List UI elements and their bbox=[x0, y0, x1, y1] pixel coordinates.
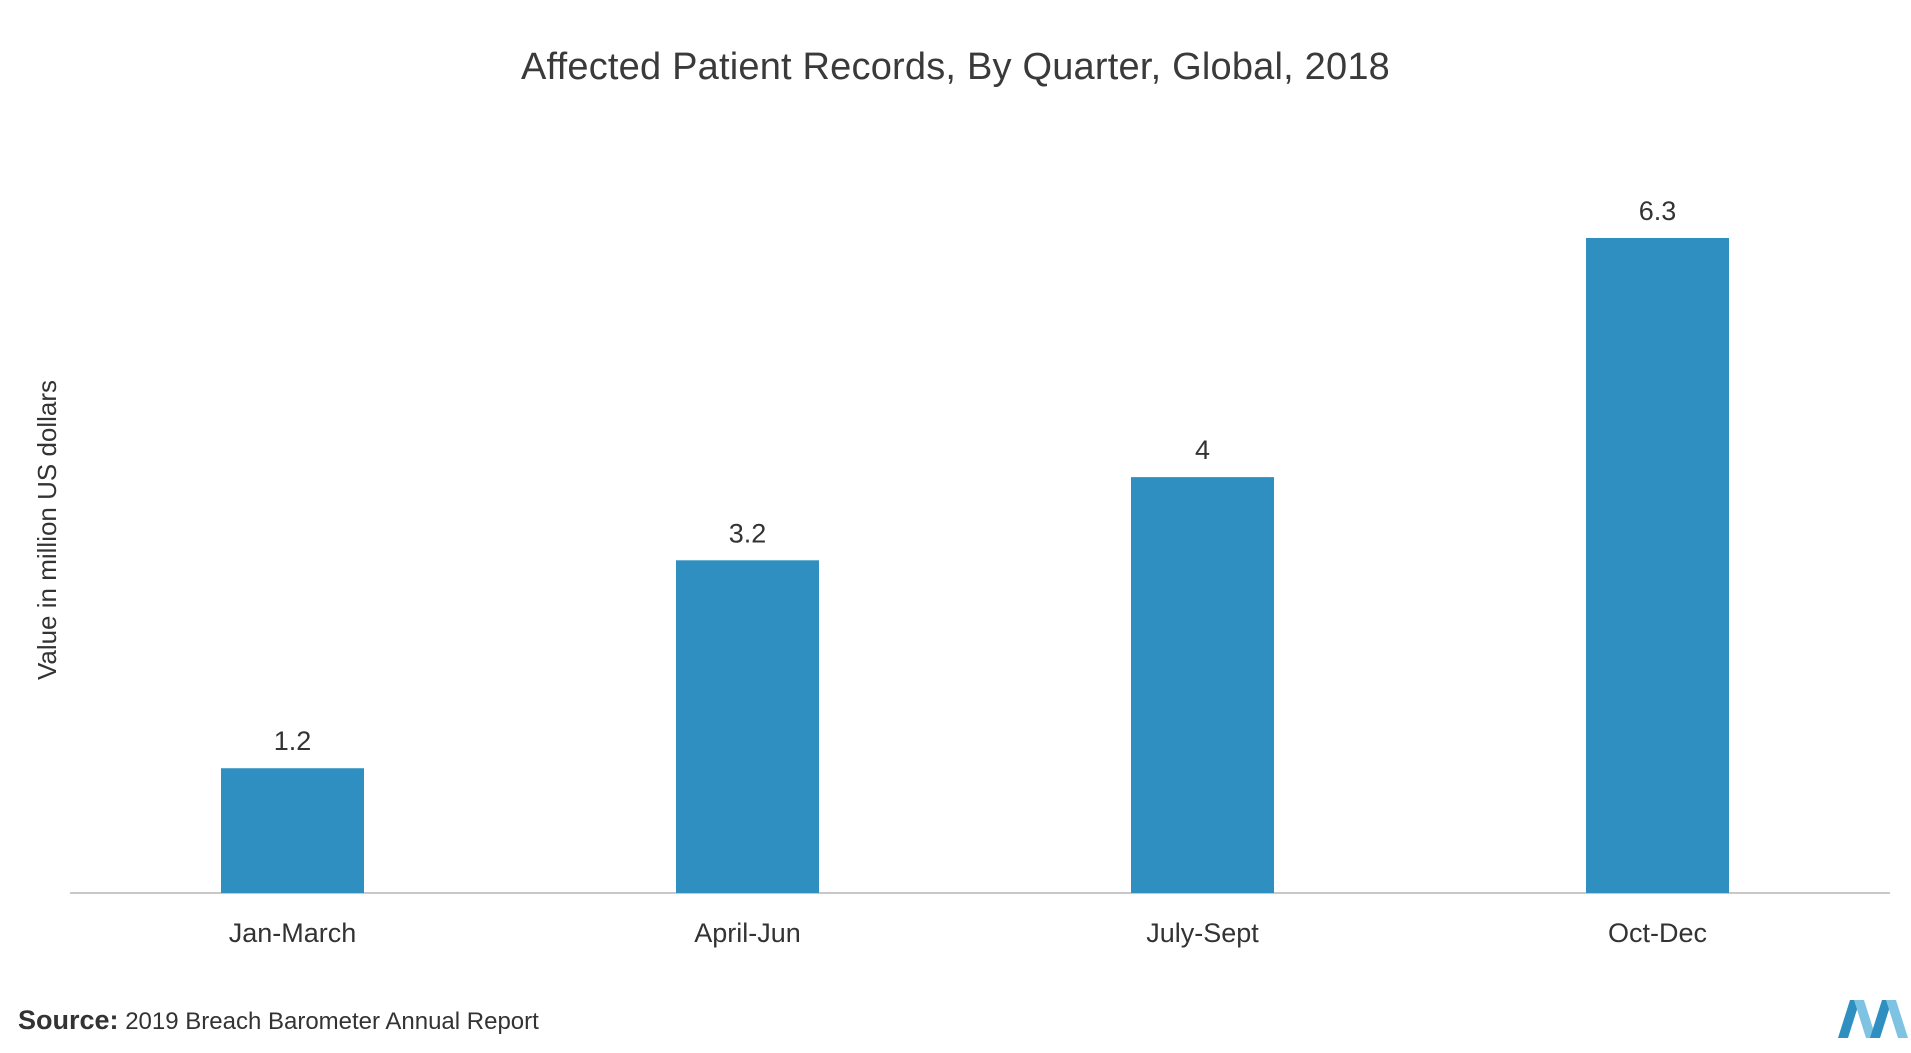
x-tick-label: Oct-Dec bbox=[1608, 918, 1707, 948]
data-label: 4 bbox=[1195, 435, 1210, 465]
data-label: 3.2 bbox=[729, 518, 767, 548]
data-label: 1.2 bbox=[274, 726, 312, 756]
bar-july-sept bbox=[1131, 477, 1274, 893]
y-axis-label: Value in million US dollars bbox=[32, 380, 62, 680]
bar-jan-march bbox=[221, 768, 364, 893]
x-tick-label: April-Jun bbox=[694, 918, 801, 948]
chart-title: Affected Patient Records, By Quarter, Gl… bbox=[520, 46, 1390, 88]
brand-logo bbox=[1838, 1000, 1908, 1038]
bar-april-jun bbox=[676, 560, 819, 893]
bars-group: 1.2 Jan-March 3.2 April-Jun 4 July-Sept 6.3 Oct… bbox=[221, 196, 1729, 948]
x-tick-label: Jan-March bbox=[229, 918, 357, 948]
data-label: 6.3 bbox=[1639, 196, 1677, 226]
source-text: 2019 Breach Barometer Annual Report bbox=[125, 1008, 539, 1035]
source-note: Source: 2019 Breach Barometer Annual Rep… bbox=[18, 1005, 539, 1036]
source-key: Source: bbox=[18, 1005, 119, 1035]
x-tick-label: July-Sept bbox=[1146, 918, 1259, 948]
bar-oct-dec bbox=[1586, 238, 1729, 893]
